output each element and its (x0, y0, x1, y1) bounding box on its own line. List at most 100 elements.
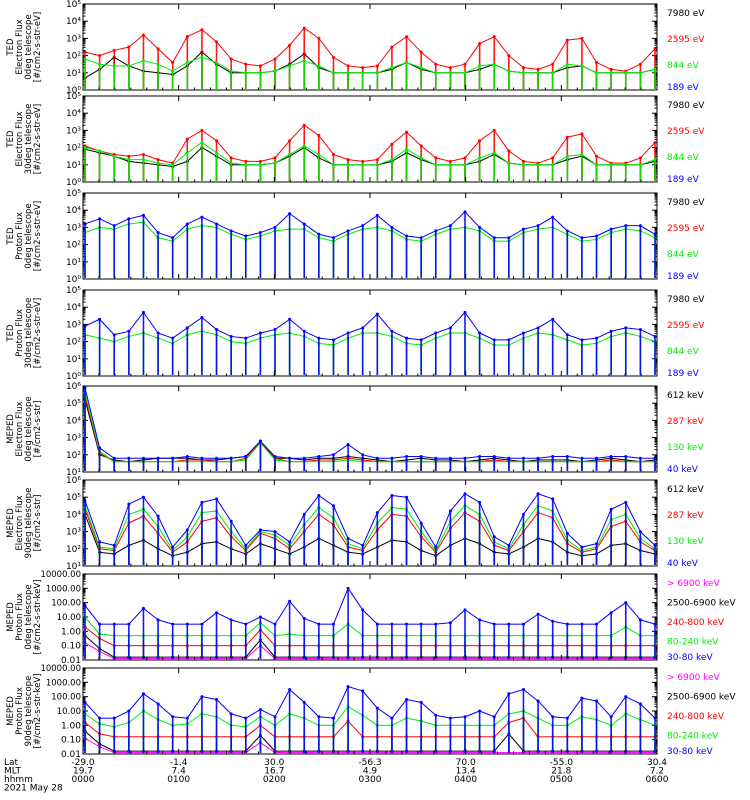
y-axis-label: 0deg telescope (24, 396, 34, 461)
data-segment (406, 36, 422, 53)
legend-entry: 189 eV (667, 83, 700, 93)
data-segment (611, 68, 626, 72)
data-segment (567, 339, 583, 346)
data-segment (318, 513, 334, 526)
legend-entry: 189 eV (667, 369, 700, 379)
data-segment (187, 225, 203, 230)
data-segment (99, 218, 115, 227)
data-segment (333, 230, 349, 239)
data-segment (84, 148, 100, 154)
data-segment (260, 645, 276, 659)
x-tick-label: 7.4 (172, 767, 187, 777)
y-tick-label: 10⁵ (66, 92, 81, 102)
data-segment (84, 635, 100, 649)
data-segment (406, 152, 422, 161)
data-segment (260, 58, 276, 67)
data-segment (610, 602, 627, 614)
data-segment (640, 48, 656, 65)
y-axis-label: Electron Flux (15, 111, 25, 166)
legend-entry: 7980 eV (667, 295, 705, 305)
data-segment (113, 56, 130, 67)
data-segment (464, 456, 480, 459)
data-segment (464, 512, 480, 522)
data-segment (581, 337, 597, 341)
data-segment (508, 162, 524, 166)
y-tick-label: 10⁴ (66, 416, 81, 426)
data-segment (304, 335, 320, 344)
data-segment (362, 313, 378, 329)
data-segment (304, 330, 320, 339)
data-segment (333, 56, 349, 67)
data-segment (333, 623, 349, 637)
data-segment (523, 710, 539, 719)
data-segment (230, 58, 246, 65)
data-segment (581, 716, 597, 721)
y-axis-label: [#/cm2-s-str] (33, 401, 43, 458)
data-segment (581, 154, 597, 166)
data-segment (362, 226, 378, 230)
legend-entry: 7980 eV (667, 9, 705, 19)
data-segment (406, 717, 422, 722)
data-segment (450, 609, 466, 624)
data-segment (289, 145, 305, 155)
data-segment (99, 450, 115, 463)
data-segment (84, 392, 101, 452)
data-point (653, 47, 657, 51)
data-segment (201, 129, 217, 142)
data-segment (625, 713, 641, 721)
data-segment (464, 140, 480, 159)
data-segment (596, 719, 612, 726)
y-tick-label: 10³ (66, 434, 81, 444)
data-segment (158, 162, 173, 166)
data-segment (187, 317, 203, 329)
data-segment (479, 230, 495, 242)
data-segment (274, 600, 291, 625)
legend-entry: 287 keV (667, 417, 704, 427)
data-segment (391, 335, 407, 344)
data-segment (391, 131, 407, 145)
data-segment (362, 214, 378, 227)
y-axis-label: Proton Flux (15, 212, 25, 260)
y-axis-label: 0deg telescope (24, 14, 34, 79)
data-segment (245, 232, 261, 237)
data-segment (610, 713, 627, 726)
data-segment (84, 51, 100, 57)
data-segment (376, 46, 393, 67)
data-segment (172, 536, 188, 551)
data-segment (566, 532, 583, 548)
data-segment (216, 541, 232, 550)
data-segment (245, 337, 261, 344)
data-segment (274, 713, 290, 726)
data-segment (318, 507, 334, 519)
data-segment (143, 693, 159, 705)
x-tick-label: 0200 (263, 775, 286, 785)
y-tick-label: 100.00 (51, 599, 81, 609)
panel-frame (82, 3, 658, 91)
legend-entry: > 6900 keV (667, 579, 721, 589)
y-tick-label: 10⁴ (66, 206, 81, 216)
data-segment (523, 493, 539, 515)
data-segment (245, 735, 261, 752)
data-segment (347, 538, 363, 546)
data-segment (640, 230, 656, 239)
x-tick-label: 30.0 (264, 758, 284, 768)
y-tick-label: 10⁰ (66, 275, 81, 285)
data-segment (274, 548, 290, 555)
x-row-label: MLT (4, 767, 22, 777)
data-segment (508, 689, 524, 695)
data-segment (552, 620, 568, 625)
y-tick-label: 10⁶ (66, 382, 81, 392)
data-segment (216, 517, 232, 538)
data-segment (172, 65, 188, 75)
data-segment (464, 710, 480, 718)
y-axis-label: [#/cm2-s-str-eV] (33, 201, 43, 271)
legend-entry: 189 eV (667, 175, 700, 185)
x-tick-label: 16.7 (264, 767, 284, 777)
data-segment (611, 457, 626, 461)
data-segment (581, 133, 597, 157)
data-segment (508, 232, 524, 242)
data-segment (596, 155, 612, 164)
data-segment (450, 312, 466, 329)
data-segment (113, 544, 130, 555)
data-segment (128, 608, 144, 625)
